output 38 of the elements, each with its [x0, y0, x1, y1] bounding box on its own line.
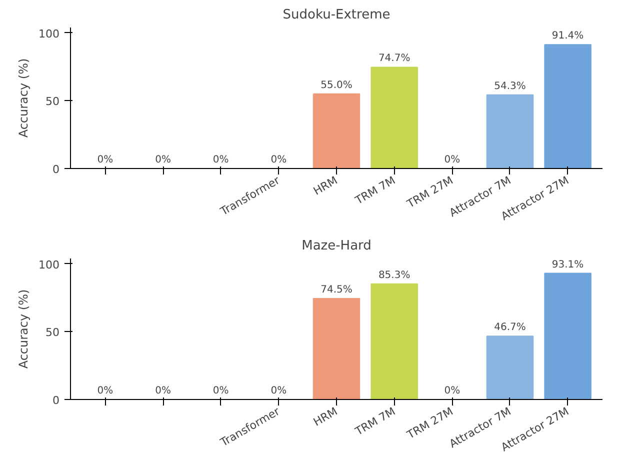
bar [312, 298, 360, 400]
data-label: 55.0% [320, 80, 352, 91]
data-label: 74.7% [378, 53, 410, 64]
chart-title: Maze-Hard [302, 238, 372, 254]
data-label: 91.4% [552, 30, 584, 42]
bar [312, 93, 360, 168]
data-label: 0% [97, 154, 114, 166]
y-tick-label: 0 [52, 394, 60, 407]
bar [370, 283, 418, 400]
bar [544, 44, 592, 168]
data-label: 54.3% [494, 80, 526, 92]
data-label: 46.7% [494, 322, 526, 334]
data-label: 0% [155, 386, 171, 396]
bar [486, 94, 534, 168]
data-label: 0% [270, 386, 287, 396]
data-label: 85.3% [378, 270, 410, 281]
data-label: 93.1% [552, 259, 584, 270]
x-tick-label: TRM 7M [352, 404, 398, 439]
y-tick-label: 50 [46, 326, 60, 340]
y-tick-label: 0 [52, 163, 60, 176]
y-axis-title: Accuracy (%) [16, 289, 31, 369]
x-tick-label: TRM 7M [352, 174, 398, 208]
data-label: 0% [270, 154, 287, 166]
data-label: 0% [155, 154, 171, 166]
bar [370, 66, 418, 168]
y-tick-label: 50 [46, 95, 60, 108]
data-label: 0% [212, 154, 229, 166]
y-axis-title: Accuracy (%) [16, 58, 31, 138]
data-label: 0% [97, 386, 114, 396]
y-tick-label: 100 [38, 27, 60, 40]
data-label: 0% [212, 386, 229, 396]
data-label: 0% [444, 386, 460, 396]
data-label: 74.5% [320, 284, 352, 296]
bar [544, 272, 592, 400]
y-tick-label: 100 [38, 258, 60, 272]
data-label: 0% [444, 154, 460, 166]
chart-title: Sudoku-Extreme [282, 8, 390, 22]
bar [486, 336, 534, 400]
